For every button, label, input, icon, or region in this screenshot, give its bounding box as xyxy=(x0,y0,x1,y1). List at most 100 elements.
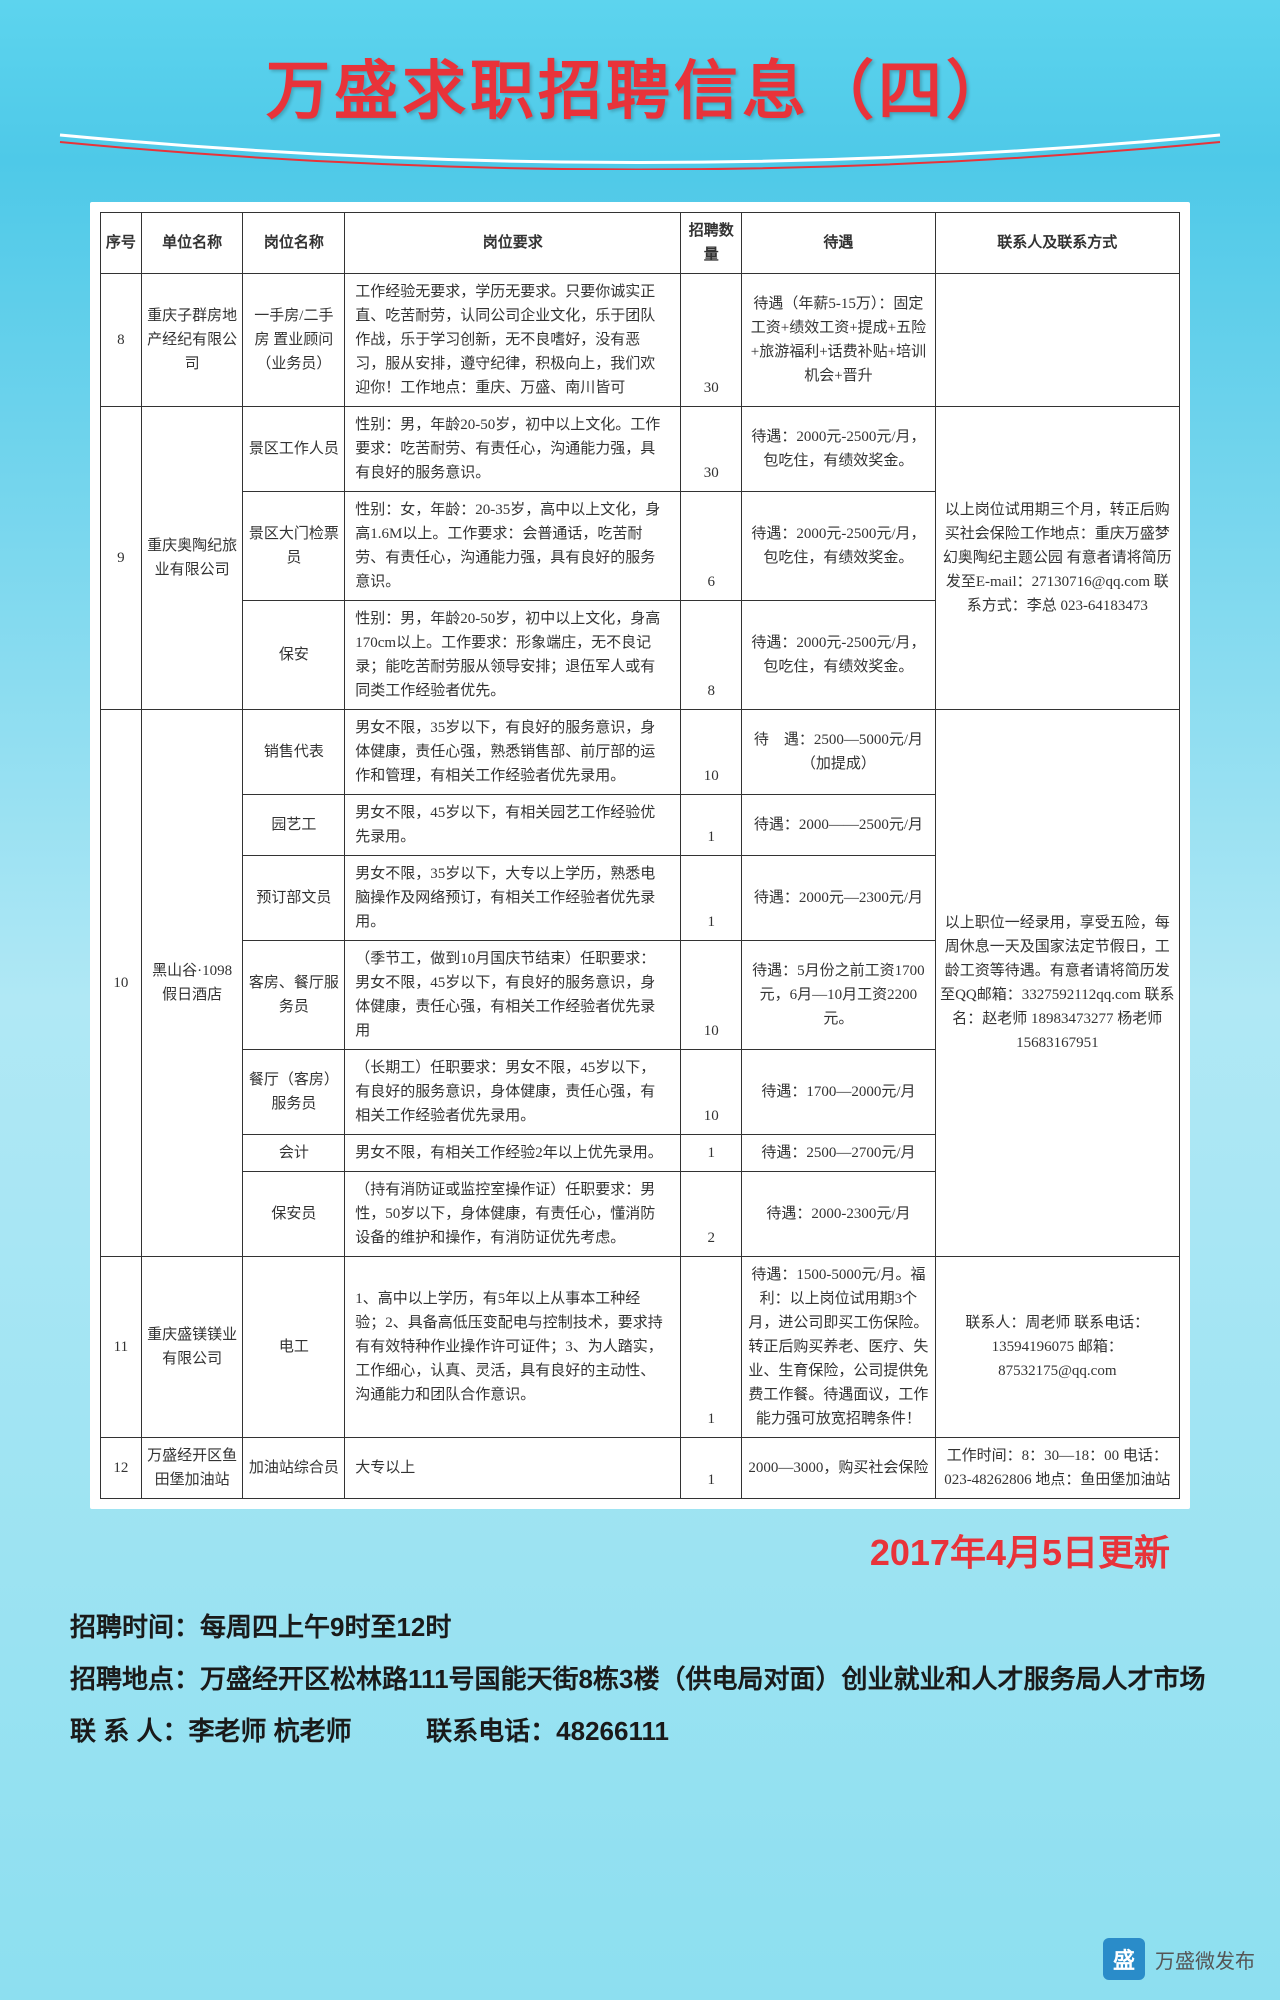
col-position: 岗位名称 xyxy=(243,213,345,274)
table-row: 10黑山谷·1098假日酒店销售代表男女不限，35岁以下，有良好的服务意识，身体… xyxy=(101,710,1180,795)
cell-number: 8 xyxy=(681,601,742,710)
cell-salary: 待遇：1500-5000元/月。福利：以上岗位试用期3个月，进公司即买工伤保险。… xyxy=(742,1257,935,1438)
cell-requirement: （持有消防证或监控室操作证）任职要求：男性，50岁以下，身体健康，有责任心，懂消… xyxy=(345,1172,681,1257)
cell-position: 客房、餐厅服务员 xyxy=(243,941,345,1050)
cell-requirement: 1、高中以上学历，有5年以上从事本工种经验；2、具备高低压变配电与控制技术，要求… xyxy=(345,1257,681,1438)
cell-position: 加油站综合员 xyxy=(243,1438,345,1499)
cell-number: 30 xyxy=(681,274,742,407)
cell-salary: 待遇：5月份之前工资1700元，6月—10月工资2200元。 xyxy=(742,941,935,1050)
cell-position: 保安员 xyxy=(243,1172,345,1257)
job-table: 序号 单位名称 岗位名称 岗位要求 招聘数量 待遇 联系人及联系方式 8重庆子群… xyxy=(100,212,1180,1499)
cell-seq: 12 xyxy=(101,1438,142,1499)
cell-org: 万盛经开区鱼田堡加油站 xyxy=(141,1438,243,1499)
table-row: 8重庆子群房地产经纪有限公司一手房/二手房 置业顾问（业务员）工作经验无要求，学… xyxy=(101,274,1180,407)
cell-requirement: 大专以上 xyxy=(345,1438,681,1499)
phone-value: 48266111 xyxy=(556,1716,669,1746)
col-org: 单位名称 xyxy=(141,213,243,274)
cell-salary: 待遇：2000元-2500元/月，包吃住，有绩效奖金。 xyxy=(742,492,935,601)
cell-number: 10 xyxy=(681,941,742,1050)
cell-number: 1 xyxy=(681,795,742,856)
cell-salary: 待遇：2000元-2500元/月，包吃住，有绩效奖金。 xyxy=(742,601,935,710)
cell-position: 销售代表 xyxy=(243,710,345,795)
col-salary: 待遇 xyxy=(742,213,935,274)
cell-contact xyxy=(935,274,1179,407)
cell-number: 1 xyxy=(681,856,742,941)
page-title: 万盛求职招聘信息（四） xyxy=(0,40,1280,132)
cell-seq: 11 xyxy=(101,1257,142,1438)
cell-position: 园艺工 xyxy=(243,795,345,856)
cell-requirement: 男女不限，35岁以下，大专以上学历，熟悉电脑操作及网络预订，有相关工作经验者优先… xyxy=(345,856,681,941)
cell-requirement: 男女不限，45岁以下，有相关园艺工作经验优先录用。 xyxy=(345,795,681,856)
watermark-logo-icon: 盛 xyxy=(1103,1938,1145,1980)
cell-salary: 待 遇：2500—5000元/月（加提成） xyxy=(742,710,935,795)
cell-salary: 待遇：2000元—2300元/月 xyxy=(742,856,935,941)
cell-requirement: 男女不限，有相关工作经验2年以上优先录用。 xyxy=(345,1135,681,1172)
cell-org: 黑山谷·1098假日酒店 xyxy=(141,710,243,1257)
cell-number: 6 xyxy=(681,492,742,601)
cell-seq: 9 xyxy=(101,407,142,710)
table-row: 12万盛经开区鱼田堡加油站加油站综合员大专以上12000—3000，购买社会保险… xyxy=(101,1438,1180,1499)
cell-number: 1 xyxy=(681,1135,742,1172)
cell-contact: 工作时间：8：30—18：00 电话：023-48262806 地点：鱼田堡加油… xyxy=(935,1438,1179,1499)
cell-requirement: 男女不限，35岁以下，有良好的服务意识，身体健康，责任心强，熟悉销售部、前厅部的… xyxy=(345,710,681,795)
cell-requirement: （长期工）任职要求：男女不限，45岁以下，有良好的服务意识，身体健康，责任心强，… xyxy=(345,1050,681,1135)
time-label: 招聘时间： xyxy=(70,1612,200,1642)
title-banner: 万盛求职招聘信息（四） xyxy=(0,0,1280,152)
table-row: 11重庆盛镁镁业有限公司电工1、高中以上学历，有5年以上从事本工种经验；2、具备… xyxy=(101,1257,1180,1438)
cell-org: 重庆盛镁镁业有限公司 xyxy=(141,1257,243,1438)
recruit-place: 招聘地点：万盛经开区松林路111号国能天街8栋3楼（供电局对面）创业就业和人才服… xyxy=(70,1653,1220,1705)
cell-number: 30 xyxy=(681,407,742,492)
watermark: 盛 万盛微发布 xyxy=(1103,1938,1255,1980)
cell-salary: 待遇（年薪5-15万）：固定工资+绩效工资+提成+五险+旅游福利+话费补贴+培训… xyxy=(742,274,935,407)
cell-position: 预订部文员 xyxy=(243,856,345,941)
cell-seq: 10 xyxy=(101,710,142,1257)
cell-number: 10 xyxy=(681,710,742,795)
cell-number: 1 xyxy=(681,1438,742,1499)
cell-salary: 待遇：2000——2500元/月 xyxy=(742,795,935,856)
cell-requirement: 性别：女，年龄：20-35岁，高中以上文化，身高1.6M以上。工作要求：会普通话… xyxy=(345,492,681,601)
cell-salary: 待遇：1700—2000元/月 xyxy=(742,1050,935,1135)
col-req: 岗位要求 xyxy=(345,213,681,274)
footer-info: 招聘时间：每周四上午9时至12时 招聘地点：万盛经开区松林路111号国能天街8栋… xyxy=(70,1601,1220,1757)
recruit-contact: 联 系 人：李老师 杭老师 联系电话：48266111 xyxy=(70,1705,1220,1757)
cell-salary: 2000—3000，购买社会保险 xyxy=(742,1438,935,1499)
cell-seq: 8 xyxy=(101,274,142,407)
cell-requirement: 性别：男，年龄20-50岁，初中以上文化，身高170cm以上。工作要求：形象端庄… xyxy=(345,601,681,710)
cell-org: 重庆子群房地产经纪有限公司 xyxy=(141,274,243,407)
cell-contact: 联系人：周老师 联系电话：13594196075 邮箱：87532175@qq.… xyxy=(935,1257,1179,1438)
cell-position: 景区工作人员 xyxy=(243,407,345,492)
col-seq: 序号 xyxy=(101,213,142,274)
cell-org: 重庆奥陶纪旅业有限公司 xyxy=(141,407,243,710)
table-header-row: 序号 单位名称 岗位名称 岗位要求 招聘数量 待遇 联系人及联系方式 xyxy=(101,213,1180,274)
cell-salary: 待遇：2500—2700元/月 xyxy=(742,1135,935,1172)
watermark-text: 万盛微发布 xyxy=(1155,1945,1255,1974)
contact-label: 联 系 人： xyxy=(70,1716,188,1746)
cell-position: 会计 xyxy=(243,1135,345,1172)
cell-requirement: （季节工，做到10月国庆节结束）任职要求：男女不限，45岁以下，有良好的服务意识… xyxy=(345,941,681,1050)
arc-decoration xyxy=(0,130,1280,170)
cell-salary: 待遇：2000元-2500元/月，包吃住，有绩效奖金。 xyxy=(742,407,935,492)
recruit-time: 招聘时间：每周四上午9时至12时 xyxy=(70,1601,1220,1653)
cell-position: 保安 xyxy=(243,601,345,710)
place-value: 万盛经开区松林路111号国能天街8栋3楼（供电局对面）创业就业和人才服务局人才市… xyxy=(200,1664,1205,1694)
update-date: 2017年4月5日更新 xyxy=(0,1524,1170,1576)
cell-number: 10 xyxy=(681,1050,742,1135)
cell-contact: 以上职位一经录用，享受五险，每周休息一天及国家法定节假日，工龄工资等待遇。有意者… xyxy=(935,710,1179,1257)
contact-value: 李老师 杭老师 xyxy=(188,1716,351,1746)
cell-contact: 以上岗位试用期三个月，转正后购买社会保险工作地点：重庆万盛梦幻奥陶纪主题公园 有… xyxy=(935,407,1179,710)
phone-label: 联系电话： xyxy=(426,1716,556,1746)
cell-number: 1 xyxy=(681,1257,742,1438)
cell-position: 餐厅（客房）服务员 xyxy=(243,1050,345,1135)
place-label: 招聘地点： xyxy=(70,1664,200,1694)
col-num: 招聘数量 xyxy=(681,213,742,274)
time-value: 每周四上午9时至12时 xyxy=(200,1612,451,1642)
cell-requirement: 性别：男，年龄20-50岁，初中以上文化。工作要求：吃苦耐劳、有责任心，沟通能力… xyxy=(345,407,681,492)
cell-position: 景区大门检票员 xyxy=(243,492,345,601)
cell-salary: 待遇：2000-2300元/月 xyxy=(742,1172,935,1257)
cell-position: 一手房/二手房 置业顾问（业务员） xyxy=(243,274,345,407)
cell-position: 电工 xyxy=(243,1257,345,1438)
col-contact: 联系人及联系方式 xyxy=(935,213,1179,274)
cell-number: 2 xyxy=(681,1172,742,1257)
job-table-container: 序号 单位名称 岗位名称 岗位要求 招聘数量 待遇 联系人及联系方式 8重庆子群… xyxy=(90,202,1190,1509)
cell-requirement: 工作经验无要求，学历无要求。只要你诚实正直、吃苦耐劳，认同公司企业文化，乐于团队… xyxy=(345,274,681,407)
